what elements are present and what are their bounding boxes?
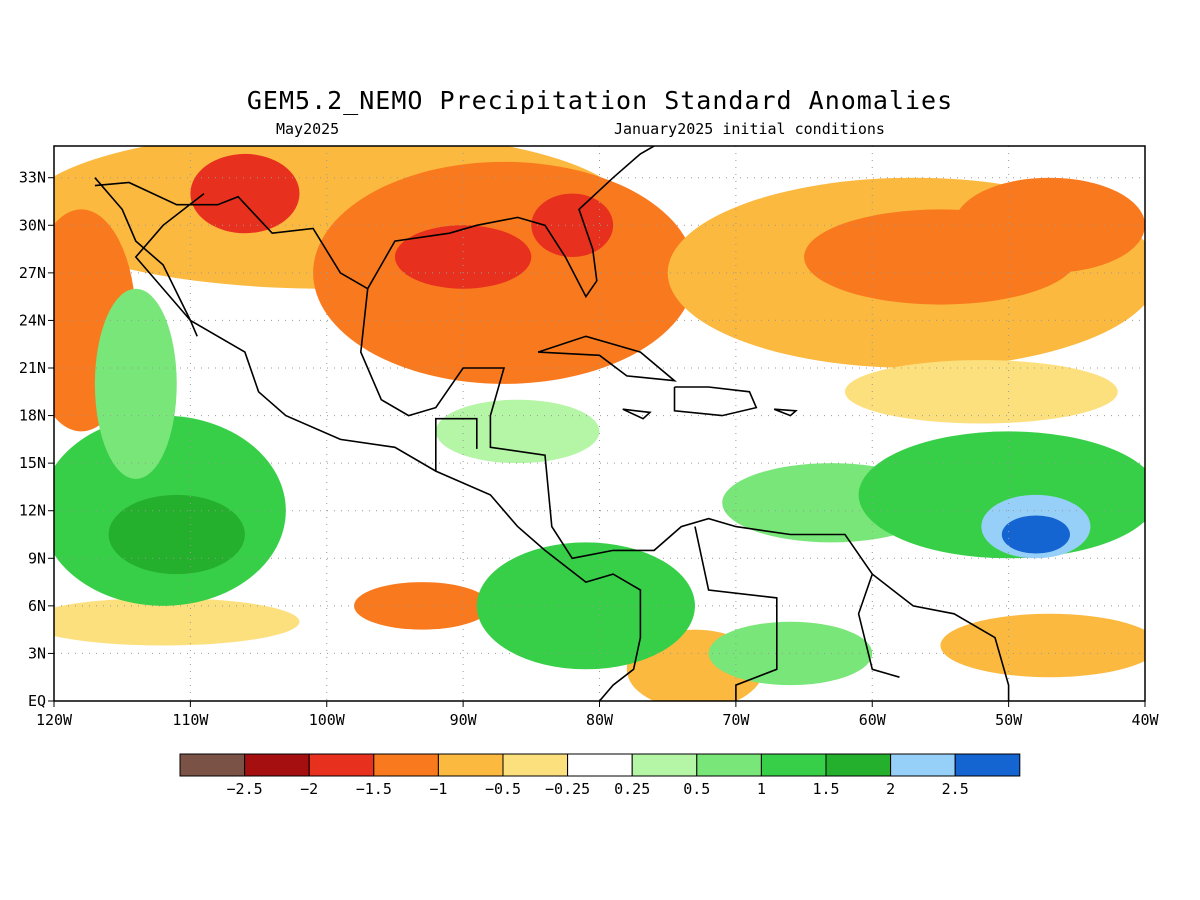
- weak-wet-central-america: [435, 399, 600, 464]
- colorbar-label: 0.5: [683, 780, 710, 798]
- colorbar-swatch: [825, 753, 892, 777]
- extreme-wet-atlantic: [1001, 515, 1070, 554]
- strong-dry-gulf: [394, 225, 532, 289]
- colorbar-swatch: [437, 753, 504, 777]
- dry-region-pacific-south: [354, 582, 491, 630]
- lat-tick-label: EQ: [28, 692, 46, 710]
- lon-tick-label: 110W: [172, 711, 209, 729]
- wet-band-pacific: [94, 288, 177, 479]
- colorbar-swatch: [631, 753, 698, 777]
- lon-tick-label: 90W: [450, 711, 478, 729]
- island-cuba: [537, 335, 678, 382]
- lat-tick-label: 6N: [28, 597, 46, 615]
- dry-region-brazil: [940, 613, 1145, 678]
- island-hispaniola: [673, 386, 758, 417]
- colorbar-swatch: [502, 753, 569, 777]
- coastline-baja: [134, 192, 205, 337]
- chart-title: GEM5.2_NEMO Precipitation Standard Anoma…: [246, 86, 954, 115]
- colorbar-swatch: [890, 753, 956, 777]
- strong-wet-eastern-pacific: [108, 494, 245, 575]
- lon-tick-label: 70W: [722, 711, 750, 729]
- lat-tick-label: 9N: [28, 549, 46, 567]
- lon-tick-label: 40W: [1131, 711, 1159, 729]
- colorbar-label: 1: [757, 780, 766, 798]
- strong-dry-northwest: [190, 153, 300, 234]
- colorbar-swatch: [373, 753, 439, 777]
- colorbar: −2.5 −2 −1.5 −1 −0.5 −0.25 0.25 0.5 1 1.5 2 2.5: [179, 753, 1021, 798]
- colorbar-label: 0.25: [614, 780, 650, 798]
- lat-tick-label: 18N: [19, 407, 46, 425]
- coastline-atlantic: [359, 288, 1010, 701]
- wet-region-guiana: [708, 621, 873, 686]
- colorbar-label: −0.5: [485, 780, 521, 798]
- colorbar-label: −0.25: [545, 780, 590, 798]
- colorbar-swatch: [308, 753, 375, 777]
- latitude-axis: EQ 3N 6N 9N 12N 15N 18N 21N 24N 27N 30N 33N: [19, 169, 54, 710]
- colorbar-swatch: [179, 753, 246, 777]
- colorbar-label: 2: [886, 780, 895, 798]
- lat-tick-label: 24N: [19, 311, 46, 329]
- graticule: [54, 146, 1145, 701]
- border-venezuela-guyana: [857, 573, 900, 678]
- lon-tick-label: 80W: [586, 711, 614, 729]
- colorbar-label: −2.5: [227, 780, 263, 798]
- colorbar-swatch: [954, 753, 1021, 777]
- border-colombia-venezuela: [694, 526, 778, 701]
- border-us-mexico: [94, 181, 369, 290]
- lon-tick-label: 120W: [36, 711, 73, 729]
- weak-dry-pacific: [54, 597, 300, 646]
- lat-tick-label: 30N: [19, 216, 46, 234]
- island-puerto-rico: [773, 408, 798, 417]
- colorbar-swatch: [696, 753, 762, 777]
- lon-tick-label: 60W: [859, 711, 887, 729]
- lat-tick-label: 27N: [19, 264, 46, 282]
- lon-tick-label: 100W: [309, 711, 346, 729]
- dry-east-atlantic: [954, 177, 1145, 273]
- colorbar-label: −1: [429, 780, 447, 798]
- island-jamaica: [622, 408, 652, 420]
- lat-tick-label: 15N: [19, 454, 46, 472]
- colorbar-swatch: [567, 753, 633, 777]
- colorbar-label: 2.5: [942, 780, 969, 798]
- colorbar-swatch: [244, 753, 310, 777]
- colorbar-swatch: [760, 753, 827, 777]
- valid-month: May2025: [276, 120, 340, 138]
- coastline-gulf-us: [367, 146, 655, 299]
- lat-tick-label: 3N: [28, 644, 46, 662]
- border-guatemala: [435, 417, 478, 472]
- lat-tick-label: 33N: [19, 169, 46, 187]
- weak-dry-atlantic: [844, 360, 1118, 424]
- lat-tick-label: 21N: [19, 359, 46, 377]
- coastlines: [94, 146, 1010, 701]
- anomaly-field: [54, 146, 1145, 701]
- colorbar-label: −1.5: [356, 780, 392, 798]
- initial-conditions: January2025 initial conditions: [614, 120, 885, 138]
- colorbar-label: −2: [300, 780, 318, 798]
- lat-tick-label: 12N: [19, 502, 46, 520]
- lon-tick-label: 50W: [995, 711, 1023, 729]
- colorbar-label: 1.5: [812, 780, 839, 798]
- longitude-axis: 120W 110W 100W 90W 80W 70W 60W 50W 40W: [36, 701, 1160, 729]
